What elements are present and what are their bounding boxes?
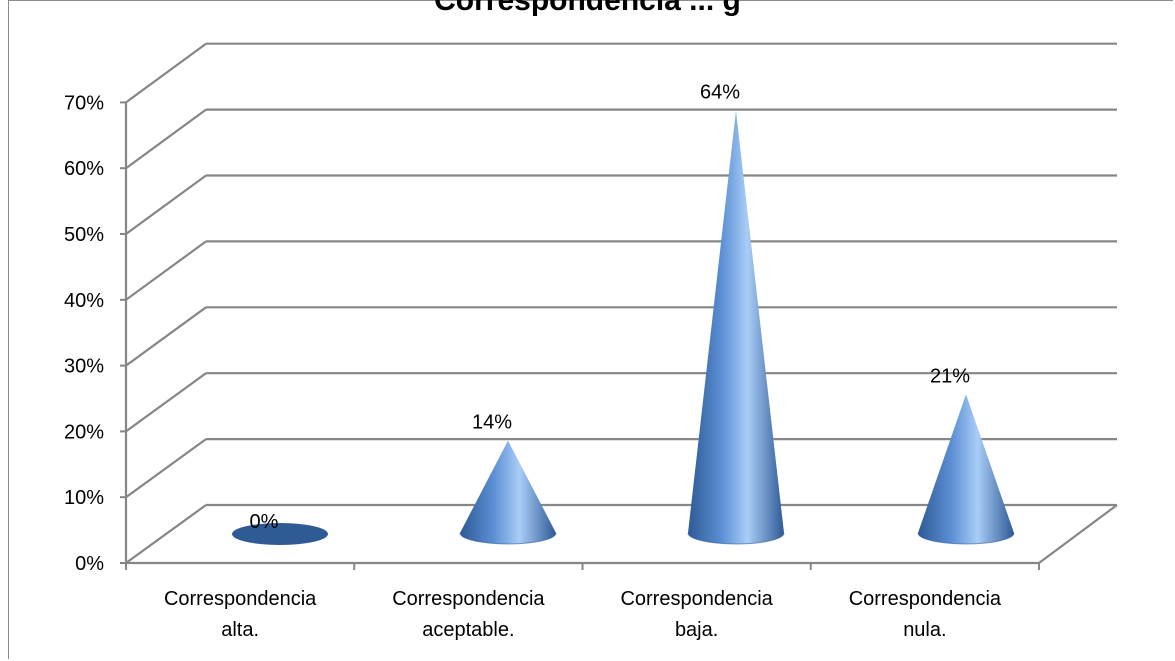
cone-layer — [232, 110, 1015, 545]
cone-bar — [687, 110, 785, 545]
gridline-side — [125, 438, 207, 499]
y-tick-label: 10% — [64, 487, 104, 509]
x-category-label: Correspondencia nula. — [849, 588, 1002, 641]
cone-rim — [917, 532, 1015, 545]
gridline-side — [125, 174, 207, 235]
y-tick-label: 40% — [64, 290, 104, 312]
x-category-label: Correspondencia baja. — [620, 588, 773, 641]
y-tick-label: 0% — [75, 553, 104, 575]
gridline-side — [125, 240, 207, 301]
y-tick-label: 50% — [64, 224, 104, 246]
cone-bar — [917, 394, 1015, 545]
cone-rim — [687, 532, 785, 545]
data-label: 14% — [472, 412, 512, 434]
chart-title-text: Correspondencia ... g — [434, 0, 741, 17]
gridline-side — [125, 108, 207, 170]
label-layer: 0% 14% 64% 21% — [250, 82, 971, 533]
cone-rim — [459, 532, 557, 545]
gridline-side — [125, 504, 207, 564]
cone-bar — [232, 523, 328, 545]
gridline-side — [125, 372, 207, 433]
gridline-side — [125, 42, 207, 104]
axis-layer: 0% 10% 20% 30% 40% 50% 60% 70% Correspondencia al… — [64, 92, 1040, 641]
y-tick-label: 70% — [64, 92, 104, 114]
cone-bar — [459, 440, 557, 545]
cone-body — [918, 394, 1014, 544]
data-label: 0% — [250, 511, 279, 533]
cone-base-flat — [232, 523, 328, 545]
chart-title: Correspondencia ... g — [0, 0, 1175, 18]
y-tick-label: 20% — [64, 421, 104, 443]
data-label: 64% — [700, 82, 740, 104]
cone-body — [460, 440, 556, 544]
floor-edge — [1038, 504, 1118, 564]
data-label: 21% — [930, 365, 970, 387]
x-category-label: Correspondencia aceptable. — [392, 588, 545, 641]
y-tick-label: 60% — [64, 158, 104, 180]
x-category-label: Correspondencia alta. — [164, 588, 317, 641]
gridline-side — [125, 306, 207, 367]
y-tick-label: 30% — [64, 356, 104, 378]
chart-frame — [8, 0, 1173, 659]
cone-body — [688, 110, 784, 544]
